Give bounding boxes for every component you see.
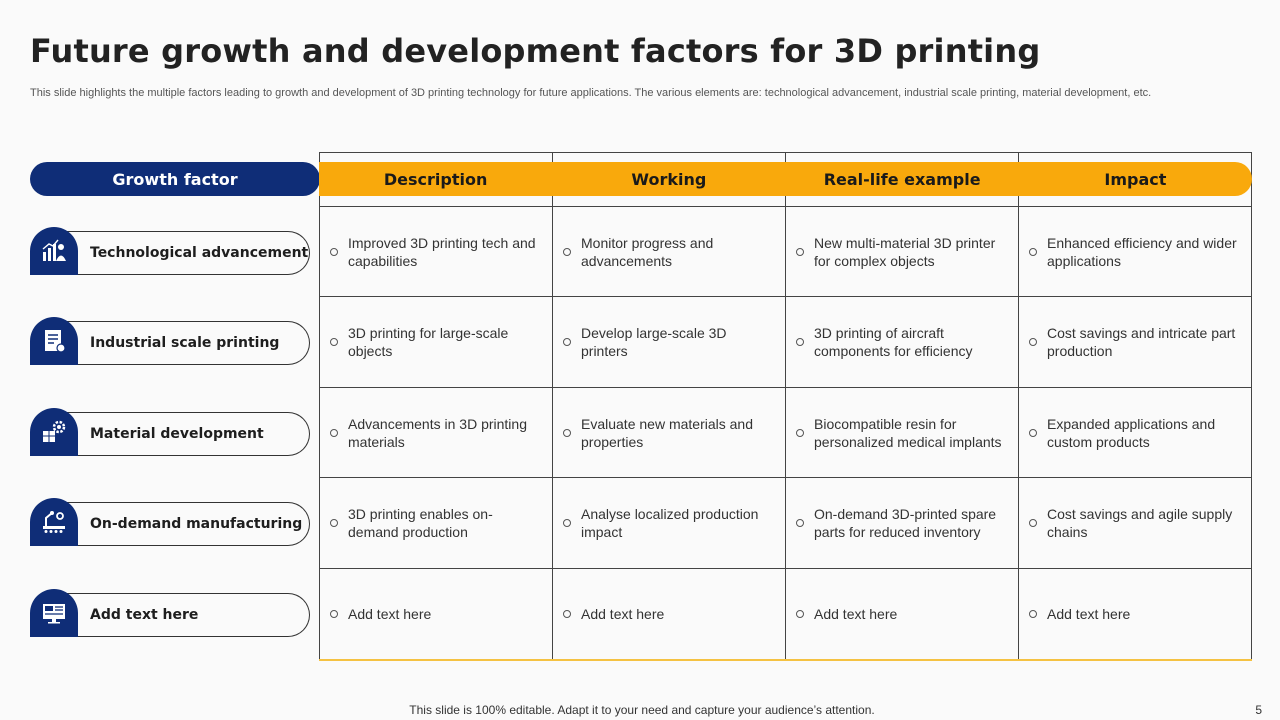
table-cell: Add text here [786, 569, 1019, 659]
gear-cube-icon [30, 408, 78, 456]
factor-label: Technological advancement [48, 231, 310, 275]
footer-note: This slide is 100% editable. Adapt it to… [409, 703, 875, 717]
table-cell: Expanded applications and custom product… [1019, 388, 1252, 478]
table-cell: 3D printing of aircraft components for e… [786, 297, 1019, 387]
table-cell: 3D printing for large-scale objects [320, 297, 553, 387]
page-title: Future growth and development factors fo… [30, 32, 1041, 70]
table-cell: Add text here [320, 569, 553, 659]
table-cell: Monitor progress and advancements [553, 207, 786, 297]
blueprint-document-icon [30, 317, 78, 365]
table-cell: 3D printing enables on-demand production [320, 478, 553, 568]
factor-label: Material development [48, 412, 310, 456]
factor-label: Industrial scale printing [48, 321, 310, 365]
page-subtitle: This slide highlights the multiple facto… [30, 87, 1152, 99]
factor-row: Material development [30, 408, 310, 456]
table-cell: Cost savings and intricate part producti… [1019, 297, 1252, 387]
table-cell: Advancements in 3D printing materials [320, 388, 553, 478]
factor-row: Add text here [30, 589, 310, 637]
column-header-working: Working [631, 169, 707, 189]
table-cell: Develop large-scale 3D printers [553, 297, 786, 387]
growth-factor-header: Growth factor [30, 162, 320, 196]
factor-label: On-demand manufacturing [48, 502, 310, 546]
page-number: 5 [1255, 703, 1262, 717]
robotic-arm-conveyor-icon [30, 498, 78, 546]
table-cell: Analyse localized production impact [553, 478, 786, 568]
table-cell: On-demand 3D-printed spare parts for red… [786, 478, 1019, 568]
table-cell: Evaluate new materials and properties [553, 388, 786, 478]
table-cell: Cost savings and agile supply chains [1019, 478, 1252, 568]
table-grid [319, 152, 1252, 661]
table-cell: Enhanced efficiency and wider applicatio… [1019, 207, 1252, 297]
growth-chart-person-icon [30, 227, 78, 275]
factor-label: Add text here [48, 593, 310, 637]
table-cell: Improved 3D printing tech and capabiliti… [320, 207, 553, 297]
factor-row: Technological advancement [30, 227, 310, 275]
column-header-real-life-example: Real-life example [823, 169, 981, 189]
factor-row: Industrial scale printing [30, 317, 310, 365]
table-cell: Biocompatible resin for personalized med… [786, 388, 1019, 478]
column-header-description: Description [383, 169, 488, 189]
monitor-dashboard-icon [30, 589, 78, 637]
table-cell: Add text here [553, 569, 786, 659]
column-header-bar: Description Working Real-life example Im… [319, 162, 1252, 196]
column-header-impact: Impact [1104, 169, 1167, 189]
table-cell: New multi-material 3D printer for comple… [786, 207, 1019, 297]
table-cell: Add text here [1019, 569, 1252, 659]
factor-row: On-demand manufacturing [30, 498, 310, 546]
